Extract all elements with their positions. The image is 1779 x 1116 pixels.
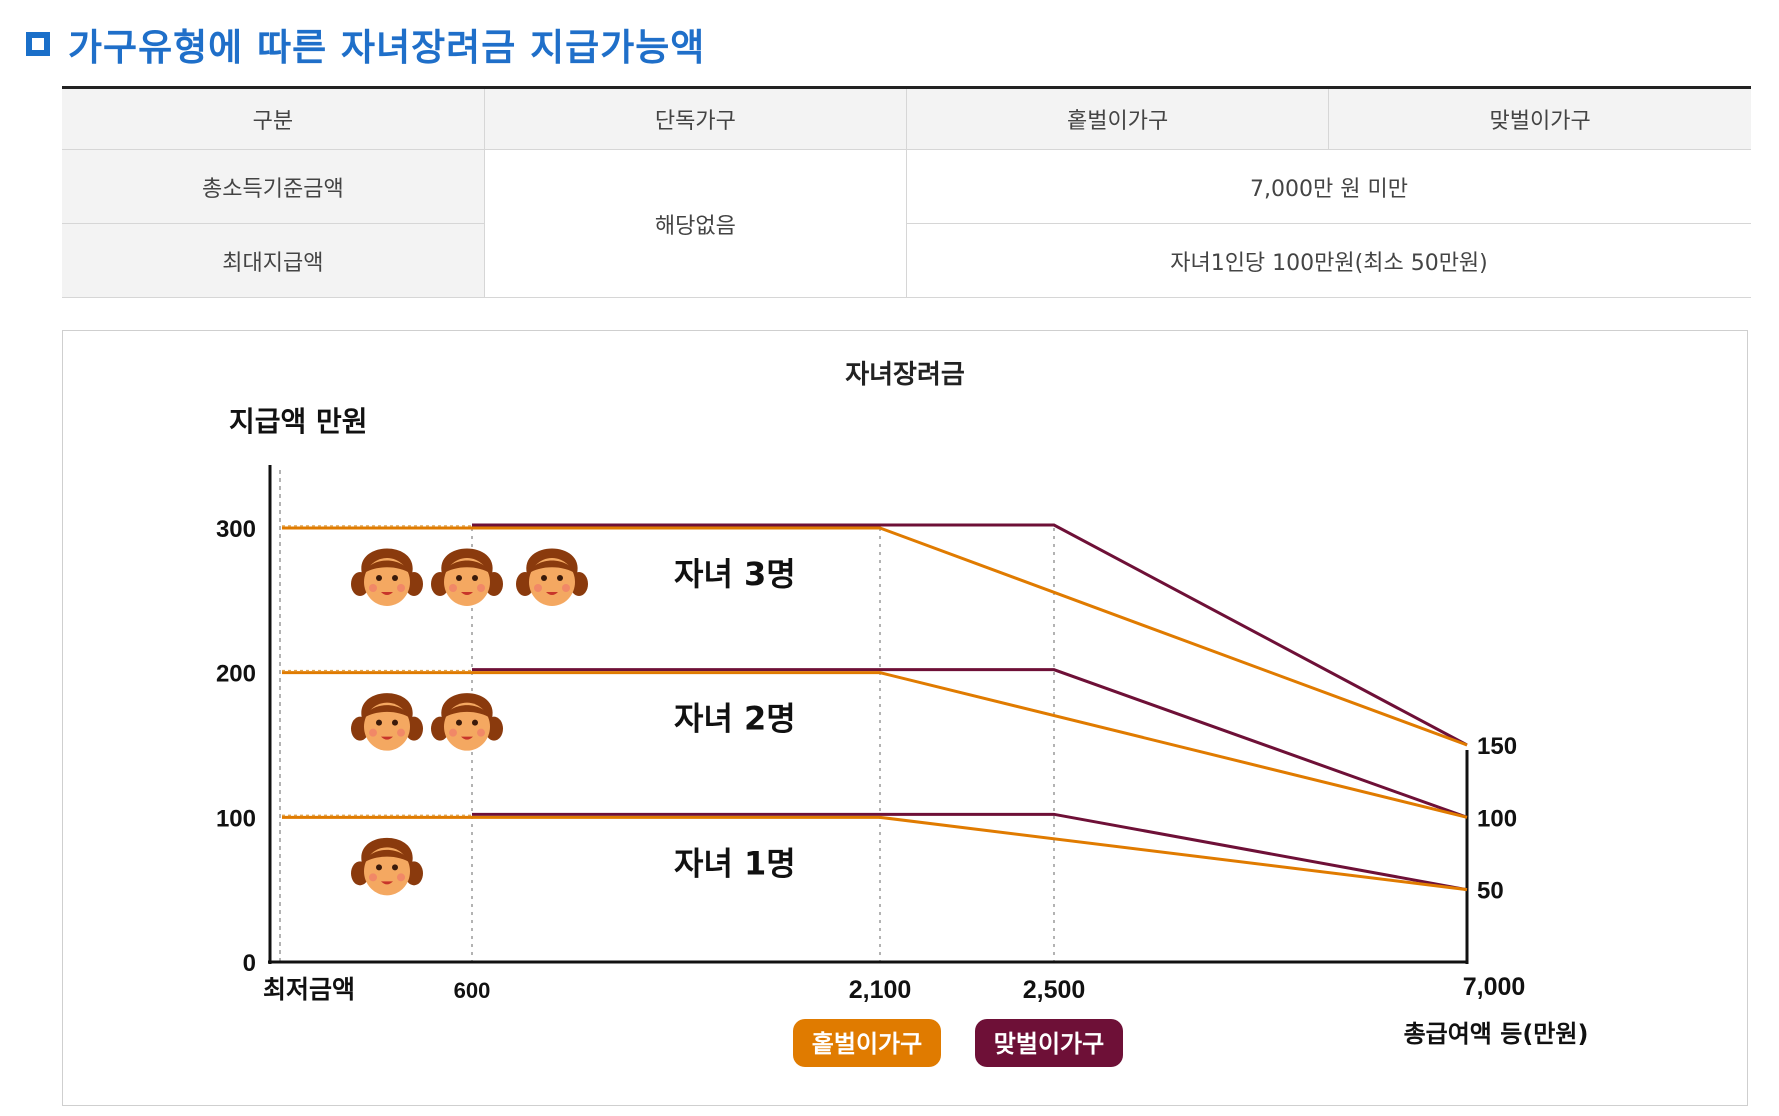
child-face-icon: [431, 693, 503, 751]
dual-income-line: [472, 523, 1468, 747]
income-threshold-value: 7,000만 원 미만: [906, 149, 1751, 224]
table-header-row: 구분 단독가구 홑벌이가구 맞벌이가구: [62, 87, 1751, 150]
max-payment-value: 자녀1인당 100만원(최소 50만원): [906, 223, 1751, 298]
chart-title: 자녀장려금: [845, 360, 965, 390]
right-tick-label: 150: [1477, 733, 1517, 760]
group-label: 자녀 1명: [674, 844, 796, 882]
x-tick-label: 최저금액: [263, 975, 355, 1004]
x-tick-label: 600: [454, 978, 491, 1003]
dual-income-line: [472, 668, 1468, 819]
info-table: 구분 단독가구 홑벌이가구 맞벌이가구 총소득기준금액 해당없음 7,000만 …: [62, 86, 1751, 298]
y-tick-label: 0: [243, 950, 256, 977]
chart-frame: [62, 330, 1748, 1106]
child-face-icon: [516, 548, 588, 606]
table-row: 최대지급액 자녀1인당 100만원(최소 50만원): [62, 223, 1751, 298]
legend-single-income-label: 홑벌이가구: [812, 1030, 922, 1058]
right-tick-label: 50: [1477, 878, 1504, 905]
legend-dual-income-label: 맞벌이가구: [994, 1030, 1104, 1058]
child-face-icon: [351, 693, 423, 751]
col-header-dual-income: 맞벌이가구: [1328, 87, 1751, 150]
legend-single-income-swatch: [793, 1019, 941, 1067]
child-face-icon: [431, 548, 503, 606]
x-tick-label: 7,000: [1463, 973, 1526, 1001]
heading-text: 가구유형에 따른 자녀장려금 지급가능액: [68, 26, 706, 69]
single-income-line: [282, 526, 1468, 747]
group-label: 자녀 2명: [674, 700, 796, 738]
y-tick-label: 300: [216, 516, 256, 543]
x-axis-label: 총급여액 등(만원): [1404, 1020, 1589, 1048]
legend: 홑벌이가구 맞벌이가구: [793, 1019, 1123, 1067]
table-row: 총소득기준금액 해당없음 7,000만 원 미만: [62, 149, 1751, 298]
row-label-income-threshold: 총소득기준금액: [62, 149, 485, 224]
child-face-icon: [351, 837, 423, 896]
dual-income-line: [472, 812, 1468, 892]
y-tick-label: 200: [216, 661, 256, 688]
single-household-cell: 해당없음: [483, 149, 908, 298]
section-heading: 가구유형에 따른 자녀장려금 지급가능액: [26, 18, 705, 70]
square-bullet-icon: [26, 32, 50, 56]
x-tick-label: 2,100: [849, 976, 912, 1004]
child-incentive-chart: 자녀장려금 지급액 만원 총급여액 등(만원) 0 100 200 300 50 100 1…: [216, 360, 1589, 1067]
child-face-icon: [351, 548, 423, 606]
single-income-line: [282, 815, 1468, 892]
col-header-single: 단독가구: [483, 87, 908, 150]
col-header-single-income: 홑벌이가구: [905, 87, 1330, 150]
col-header-category: 구분: [62, 87, 485, 150]
row-label-max-payment: 최대지급액: [62, 223, 485, 298]
right-tick-label: 100: [1477, 805, 1517, 832]
x-tick-label: 2,500: [1023, 976, 1086, 1004]
y-tick-label: 100: [216, 805, 256, 832]
single-income-line: [282, 671, 1468, 819]
legend-dual-income-swatch: [975, 1019, 1123, 1067]
group-label: 자녀 3명: [674, 555, 796, 593]
y-axis-label: 지급액 만원: [229, 405, 368, 438]
